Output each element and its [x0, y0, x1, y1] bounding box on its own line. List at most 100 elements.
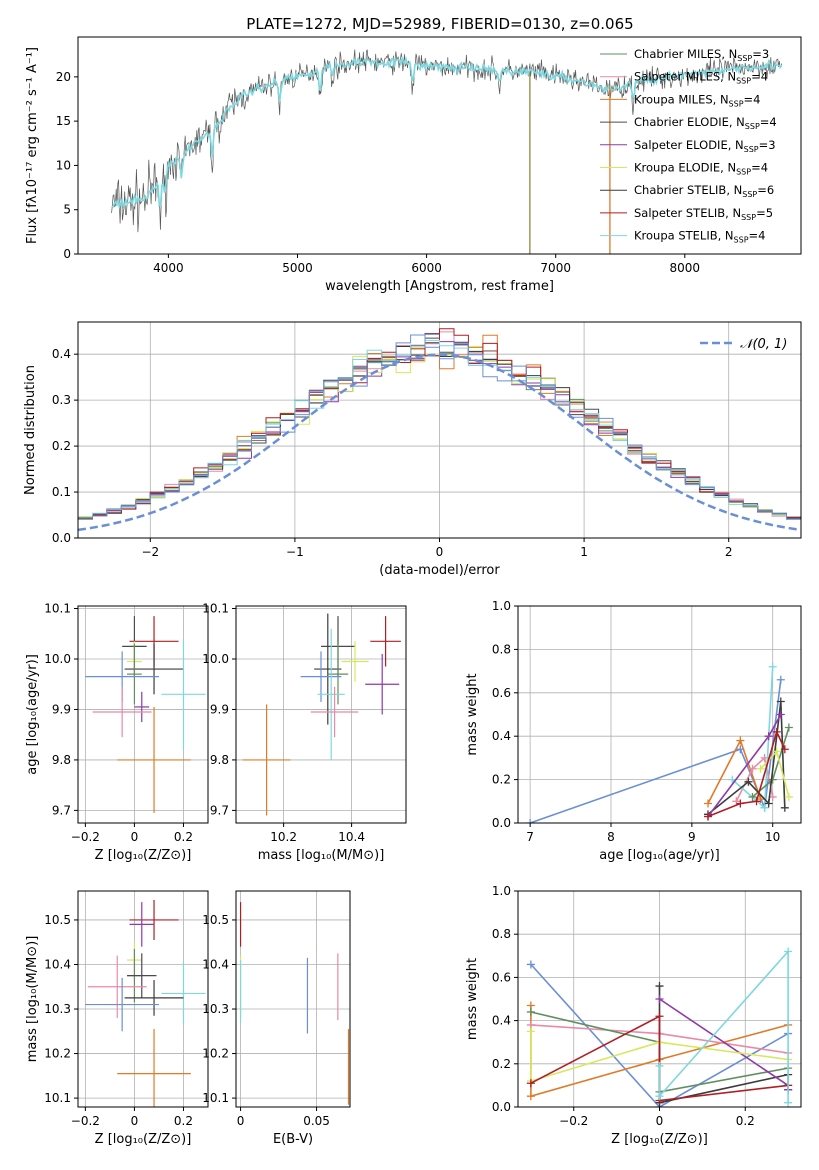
y-tick-label: 10.2 [202, 1047, 229, 1061]
axes-frame [235, 605, 407, 824]
mass-weight-marker [704, 799, 713, 808]
x-tick-label: 10.2 [270, 830, 297, 844]
x-tick-label: 7000 [540, 261, 571, 275]
axes-frame [517, 605, 802, 824]
x-axis-label: age [log₁₀(age/yr)] [599, 848, 720, 863]
y-tick-label: 10.3 [202, 1002, 229, 1016]
mass-weight-marker [736, 799, 745, 808]
mass_vs_Z-panel: −0.2 0 0.2 10.1 10.2 10.3 10.4 10.5 Z [log₁₀(Z/Z… [25, 890, 209, 1147]
legend-subscript: SSP [744, 145, 759, 154]
mass-weight-marker [655, 1061, 664, 1070]
y-tick-label: 9.7 [52, 803, 71, 817]
y-tick-label: 10.1 [202, 1091, 229, 1105]
plot-area [85, 616, 206, 813]
y-tick-label: 0.3 [52, 393, 71, 407]
y-tick-label: 0.4 [492, 729, 511, 743]
y-tick-label: 10.4 [44, 957, 71, 971]
massweight_vs_age-panel: 7 8 9 10 0.0 0.2 0.4 0.6 0.8 1.0 age [log₁₀(age/yr… [465, 599, 802, 863]
mass-weight-marker [776, 710, 785, 719]
mass-weight-series [707, 729, 786, 818]
spectrum-data-line [111, 49, 782, 233]
legend-entry-label: Chabrier STELIB, NSSP=6 [634, 183, 774, 199]
mass-weight-marker [756, 764, 765, 773]
axes-overlay: 10.2 10.4 9.7 9.8 9.9 10.0 10.1 mass [log₁₀(M/M… [202, 602, 407, 863]
mass-weight-marker [655, 1012, 664, 1021]
x-tick-label: −0.2 [559, 1114, 588, 1128]
figure-title: PLATE=1272, MJD=52989, FIBERID=0130, z=0… [246, 15, 633, 33]
x-axis-label: mass [log₁₀(M/M⊙)] [258, 848, 385, 863]
y-tick-label: 10.1 [202, 602, 229, 616]
mass-weight-marker [526, 960, 535, 969]
axes-frame [77, 605, 209, 824]
spectrum-legend: Chabrier MILES, NSSP=3 Salpeter MILES, NS… [600, 47, 777, 245]
axes-overlay: 0 0.05 10.1 10.2 10.3 10.4 10.5 E(B-V) [202, 890, 351, 1147]
axes-frame [77, 890, 209, 1108]
x-axis-label: Z [log₁₀(Z/Z⊙)] [95, 848, 192, 863]
legend-count: =3 [752, 47, 769, 61]
legend-entry-label: Chabrier ELODIE, NSSP=4 [634, 115, 777, 131]
axes-overlay: 4000 5000 6000 7000 8000 0 5 10 15 20 wavelength [… [25, 36, 802, 294]
legend-subscript: SSP [745, 122, 760, 131]
legend-count: =4 [760, 115, 777, 129]
mass-weight-series [530, 1031, 789, 1083]
plot-area [239, 902, 350, 1105]
x-tick-label: −2 [141, 545, 159, 559]
residuals-legend: 𝒩(0, 1) [700, 337, 787, 352]
legend-subscript: SSP [737, 54, 752, 63]
y-tick-label: 0.0 [492, 1100, 511, 1114]
y-tick-label: 0.4 [492, 1014, 511, 1028]
legend-entry-label: Salpeter MILES, NSSP=4 [634, 70, 768, 86]
legend-subscript: SSP [736, 77, 751, 86]
x-tick-label: 0.05 [303, 1114, 330, 1128]
mass-weight-marker [526, 1007, 535, 1016]
y-tick-label: 0.0 [492, 816, 511, 830]
legend-entry-label: Kroupa STELIB, NSSP=4 [634, 229, 765, 245]
y-tick-label: 10.3 [44, 1002, 71, 1016]
mass-weight-marker [764, 799, 773, 808]
legend-entry-label: Kroupa ELODIE, NSSP=4 [634, 161, 768, 177]
y-tick-label: 5 [63, 203, 71, 217]
y-tick-label: 0.2 [52, 439, 71, 453]
axes-frame [235, 890, 351, 1108]
legend-count: =4 [751, 161, 768, 175]
histogram-series [78, 339, 801, 520]
x-tick-label: 9 [688, 830, 696, 844]
y-tick-label: 0.8 [492, 642, 511, 656]
mass-weight-marker [732, 797, 741, 806]
y-tick-label: 10.2 [44, 1047, 71, 1061]
y-tick-label: 0.6 [492, 970, 511, 984]
x-tick-label: 0.2 [174, 830, 193, 844]
legend-count: =4 [744, 92, 761, 106]
x-tick-label: 10.4 [338, 830, 365, 844]
y-axis-label: mass weight [465, 958, 480, 1040]
x-tick-label: 6000 [411, 261, 442, 275]
normal-curve-line [78, 353, 801, 532]
mass-weight-marker [772, 747, 781, 756]
mass-weight-marker [752, 797, 761, 806]
mass-weight-marker [784, 947, 793, 956]
y-tick-label: 10.5 [202, 913, 229, 927]
legend-count: =4 [751, 70, 768, 84]
y-tick-label: 9.8 [210, 753, 229, 767]
age_vs_Z-panel: −0.2 0 0.2 9.7 9.8 9.9 10.0 10.1 Z [log₁₀(Z/Z⊙)]… [25, 602, 209, 863]
spectrum-panel: 4000 5000 6000 7000 8000 0 5 10 15 20 wavelength [… [25, 36, 802, 294]
axes-overlay: −0.2 0 0.2 9.7 9.8 9.9 10.0 10.1 Z [log₁₀(Z/Z⊙)]… [25, 602, 209, 863]
residuals-panel: −2 −1 0 1 2 0.0 0.1 0.2 0.3 0.4 (data-model)/error… [23, 321, 802, 578]
mass-weight-marker [736, 736, 745, 745]
y-tick-label: 1.0 [492, 884, 511, 898]
x-tick-label: 0 [656, 1114, 664, 1128]
mass-weight-marker [764, 732, 773, 741]
axes-overlay: −0.2 0 0.2 0.0 0.2 0.4 0.6 0.8 1.0 Z [log₁₀(Z/Z⊙)… [465, 884, 802, 1147]
y-tick-label: 0.6 [492, 686, 511, 700]
legend-subscript: SSP [734, 236, 749, 245]
y-tick-label: 20 [56, 70, 71, 84]
axes-frame [77, 36, 802, 255]
x-tick-label: −1 [286, 545, 304, 559]
mass-weight-marker [776, 697, 785, 706]
x-tick-label: 7 [526, 830, 534, 844]
y-tick-label: 10.0 [202, 652, 229, 666]
x-tick-label: 4000 [153, 261, 184, 275]
mass-weight-marker [526, 819, 535, 823]
y-tick-label: 10.1 [44, 1091, 71, 1105]
